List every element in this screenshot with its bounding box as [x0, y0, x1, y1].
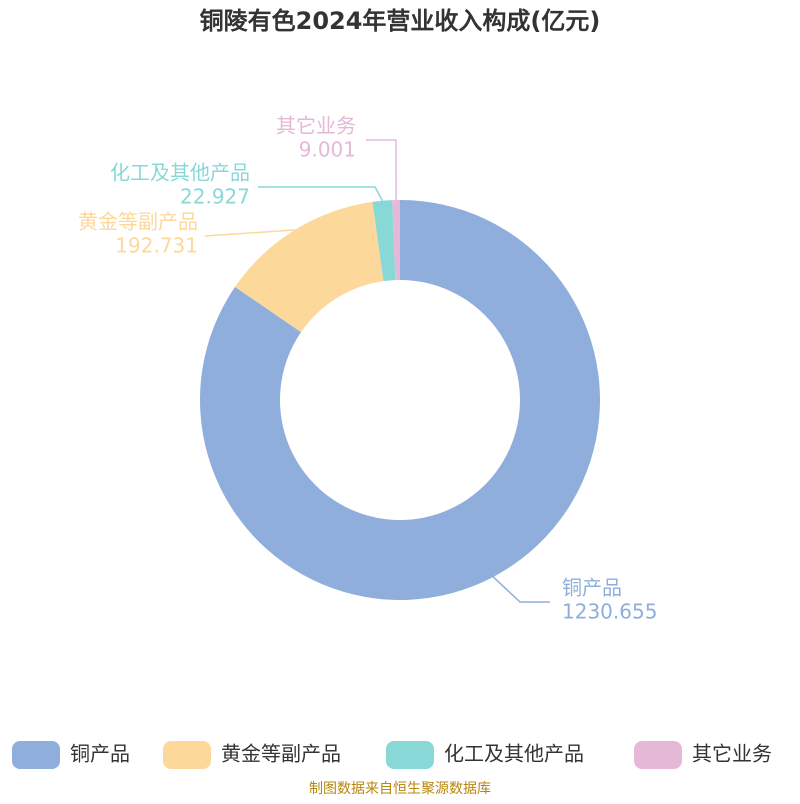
donut-slice — [235, 201, 384, 333]
donut-slice — [372, 200, 396, 282]
slice-value: 22.927 — [180, 185, 250, 209]
legend-label: 铜产品 — [70, 742, 130, 766]
slice-label: 其它业务 — [276, 114, 356, 138]
leader-line — [258, 186, 384, 202]
slice-label: 铜产品 — [562, 576, 622, 600]
leader-line — [366, 139, 397, 201]
legend-label: 化工及其他产品 — [444, 742, 584, 766]
slice-value: 1230.655 — [562, 600, 657, 624]
leader-line — [492, 576, 550, 603]
donut-slice — [199, 200, 600, 600]
slice-label: 黄金等副产品 — [78, 210, 198, 234]
donut-slice — [392, 200, 400, 281]
legend-swatch — [634, 741, 682, 769]
slice-value: 192.731 — [115, 234, 198, 258]
slice-value: 9.001 — [299, 138, 356, 162]
legend-swatch — [163, 741, 211, 769]
chart-title: 铜陵有色2024年营业收入构成(亿元) — [200, 7, 601, 35]
legend-swatch — [12, 741, 60, 769]
legend-label: 黄金等副产品 — [221, 742, 341, 766]
legend-swatch — [386, 741, 434, 769]
legend-label: 其它业务 — [692, 742, 772, 766]
slice-label: 化工及其他产品 — [110, 161, 250, 185]
source-note: 制图数据来自恒生聚源数据库 — [309, 781, 491, 797]
leader-line — [204, 229, 295, 237]
